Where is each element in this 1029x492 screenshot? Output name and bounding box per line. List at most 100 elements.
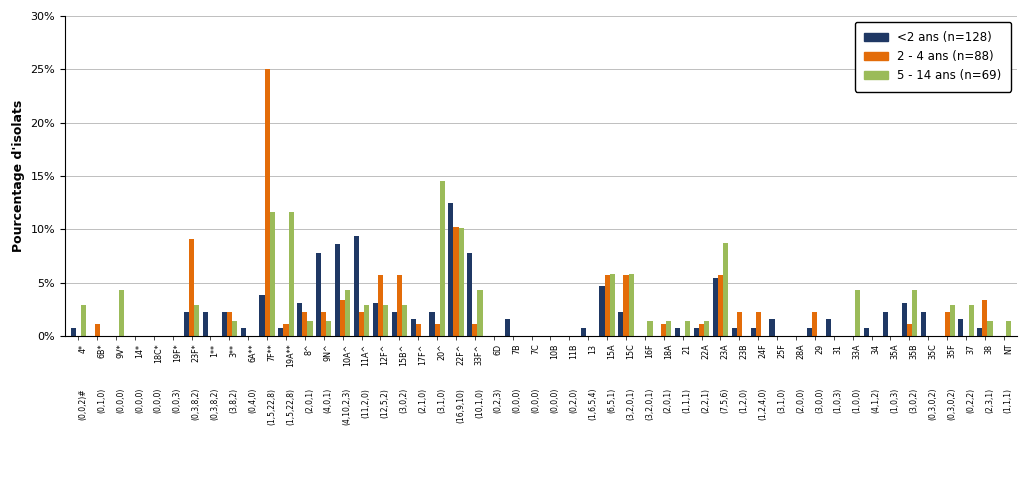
Text: 7C: 7C [532, 343, 540, 354]
Text: 1**: 1** [211, 343, 219, 357]
Text: (2,1,0): (2,1,0) [418, 388, 427, 413]
Text: (0,0,0): (0,0,0) [116, 388, 126, 413]
Text: 18C*: 18C* [153, 343, 163, 363]
Bar [81, 305, 85, 336]
Text: 15A: 15A [607, 343, 616, 359]
Bar [864, 328, 870, 336]
Text: (16,9,10): (16,9,10) [456, 388, 465, 423]
Bar [270, 213, 275, 336]
Bar [732, 328, 737, 336]
Text: (0,2,0): (0,2,0) [569, 388, 578, 413]
Text: (3,2,0,1): (3,2,0,1) [645, 388, 653, 420]
Bar [624, 276, 629, 336]
Text: NT: NT [1003, 343, 1013, 354]
Bar [629, 275, 634, 336]
Bar [1006, 321, 1012, 336]
Text: (0,0,0): (0,0,0) [551, 388, 560, 413]
Bar [341, 300, 346, 336]
Bar [755, 312, 760, 336]
Bar [378, 276, 383, 336]
Bar [439, 182, 445, 336]
Text: 10A^: 10A^ [343, 343, 352, 366]
Bar [402, 305, 407, 336]
Bar [184, 312, 189, 336]
Bar [397, 276, 402, 336]
Text: 7F**: 7F** [268, 343, 276, 361]
Text: 38: 38 [985, 343, 994, 354]
Text: 21: 21 [682, 343, 691, 354]
Bar [364, 305, 369, 336]
Bar [921, 312, 926, 336]
Text: 9V*: 9V* [116, 343, 126, 358]
Text: (3,1,0): (3,1,0) [777, 388, 786, 413]
Bar [667, 321, 672, 336]
Text: (1,1,1): (1,1,1) [682, 388, 691, 413]
Text: 12F^: 12F^ [381, 343, 389, 365]
Bar [477, 290, 483, 336]
Bar [383, 305, 388, 336]
Bar [392, 312, 397, 336]
Bar [600, 286, 605, 336]
Bar [662, 325, 667, 336]
Bar [297, 303, 303, 336]
Bar [354, 236, 359, 336]
Text: (3,0,0): (3,0,0) [815, 388, 824, 413]
Text: 15C: 15C [626, 343, 635, 359]
Text: 24F: 24F [758, 343, 768, 358]
Text: 16F: 16F [645, 343, 653, 358]
Text: 13: 13 [589, 343, 597, 354]
Text: (1,2,4,0): (1,2,4,0) [758, 388, 768, 420]
Text: 35B: 35B [910, 343, 918, 359]
Bar [855, 290, 860, 336]
Text: 9N^: 9N^ [324, 343, 332, 361]
Text: (7,5,6): (7,5,6) [720, 388, 730, 413]
Text: 22A: 22A [702, 343, 711, 359]
Bar [812, 312, 817, 336]
Text: 19F*: 19F* [173, 343, 182, 362]
Bar [723, 244, 729, 336]
Bar [467, 253, 472, 336]
Text: 4*: 4* [78, 343, 87, 353]
Text: 6D: 6D [494, 343, 503, 355]
Bar [226, 312, 232, 336]
Bar [416, 325, 421, 336]
Bar [737, 312, 742, 336]
Text: 8^: 8^ [305, 343, 314, 355]
Text: (0,2,3): (0,2,3) [494, 388, 503, 413]
Text: (1,0,3): (1,0,3) [890, 388, 899, 413]
Text: (0,1,0): (0,1,0) [97, 388, 106, 413]
Text: (0,2,2): (0,2,2) [966, 388, 975, 413]
Bar [750, 328, 755, 336]
Bar [718, 276, 723, 336]
Text: 10B: 10B [551, 343, 560, 359]
Bar [459, 228, 464, 336]
Legend: <2 ans (n=128), 2 - 4 ans (n=88), 5 - 14 ans (n=69): <2 ans (n=128), 2 - 4 ans (n=88), 5 - 14… [855, 22, 1012, 92]
Text: 11A^: 11A^ [361, 343, 370, 366]
Text: 3**: 3** [229, 343, 239, 357]
Bar [288, 213, 293, 336]
Text: 29: 29 [815, 343, 824, 354]
Text: (3,0,2): (3,0,2) [399, 388, 409, 413]
Text: (0,0,2)#: (0,0,2)# [78, 388, 87, 420]
Bar [647, 321, 652, 336]
Bar [346, 290, 350, 336]
Bar [429, 312, 434, 336]
Text: (2,3,1): (2,3,1) [985, 388, 994, 413]
Bar [259, 295, 264, 336]
Text: (4,1,2): (4,1,2) [872, 388, 881, 413]
Text: (3,1,0): (3,1,0) [437, 388, 447, 413]
Text: (2,0,1): (2,0,1) [305, 388, 314, 413]
Text: (1,6,5,4): (1,6,5,4) [589, 388, 597, 420]
Bar [988, 321, 993, 336]
Bar [308, 321, 313, 336]
Text: (12,5,2): (12,5,2) [381, 388, 389, 418]
Text: 6A**: 6A** [248, 343, 257, 362]
Bar [95, 325, 100, 336]
Text: 33F^: 33F^ [475, 343, 484, 365]
Text: 14*: 14* [135, 343, 144, 358]
Bar [372, 303, 378, 336]
Text: 33A: 33A [853, 343, 861, 359]
Bar [232, 321, 237, 336]
Bar [704, 321, 709, 336]
Bar [699, 325, 704, 336]
